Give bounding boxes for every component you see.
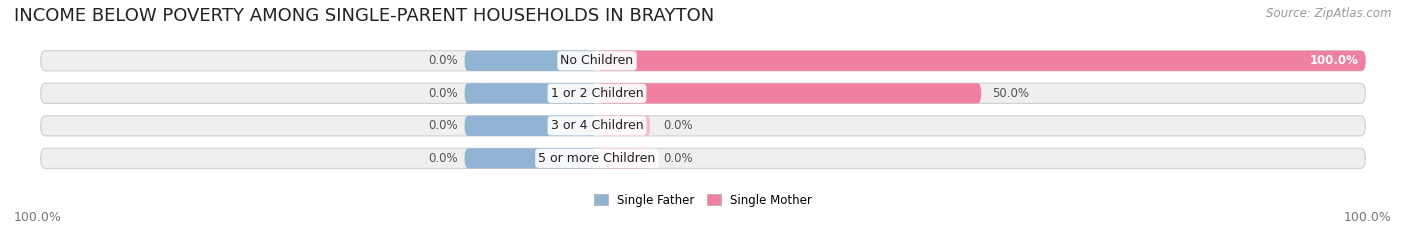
Text: No Children: No Children	[561, 54, 634, 67]
Text: 0.0%: 0.0%	[429, 87, 458, 100]
FancyBboxPatch shape	[464, 148, 598, 168]
FancyBboxPatch shape	[41, 116, 1365, 136]
Text: INCOME BELOW POVERTY AMONG SINGLE-PARENT HOUSEHOLDS IN BRAYTON: INCOME BELOW POVERTY AMONG SINGLE-PARENT…	[14, 7, 714, 25]
Text: 100.0%: 100.0%	[1344, 211, 1392, 224]
Text: Source: ZipAtlas.com: Source: ZipAtlas.com	[1267, 7, 1392, 20]
Text: 0.0%: 0.0%	[429, 54, 458, 67]
FancyBboxPatch shape	[464, 51, 598, 71]
FancyBboxPatch shape	[41, 148, 1365, 168]
Text: 1 or 2 Children: 1 or 2 Children	[551, 87, 644, 100]
Text: 0.0%: 0.0%	[429, 119, 458, 132]
Text: 100.0%: 100.0%	[14, 211, 62, 224]
Text: 0.0%: 0.0%	[664, 152, 693, 165]
Text: 0.0%: 0.0%	[664, 119, 693, 132]
Legend: Single Father, Single Mother: Single Father, Single Mother	[593, 194, 813, 207]
FancyBboxPatch shape	[464, 83, 598, 103]
Text: 5 or more Children: 5 or more Children	[538, 152, 655, 165]
FancyBboxPatch shape	[598, 83, 981, 103]
FancyBboxPatch shape	[598, 148, 650, 168]
FancyBboxPatch shape	[598, 116, 650, 136]
FancyBboxPatch shape	[41, 83, 1365, 103]
FancyBboxPatch shape	[598, 51, 1365, 71]
FancyBboxPatch shape	[41, 51, 1365, 71]
Text: 50.0%: 50.0%	[991, 87, 1029, 100]
Text: 100.0%: 100.0%	[1310, 54, 1358, 67]
FancyBboxPatch shape	[464, 116, 598, 136]
Text: 3 or 4 Children: 3 or 4 Children	[551, 119, 644, 132]
Text: 0.0%: 0.0%	[429, 152, 458, 165]
